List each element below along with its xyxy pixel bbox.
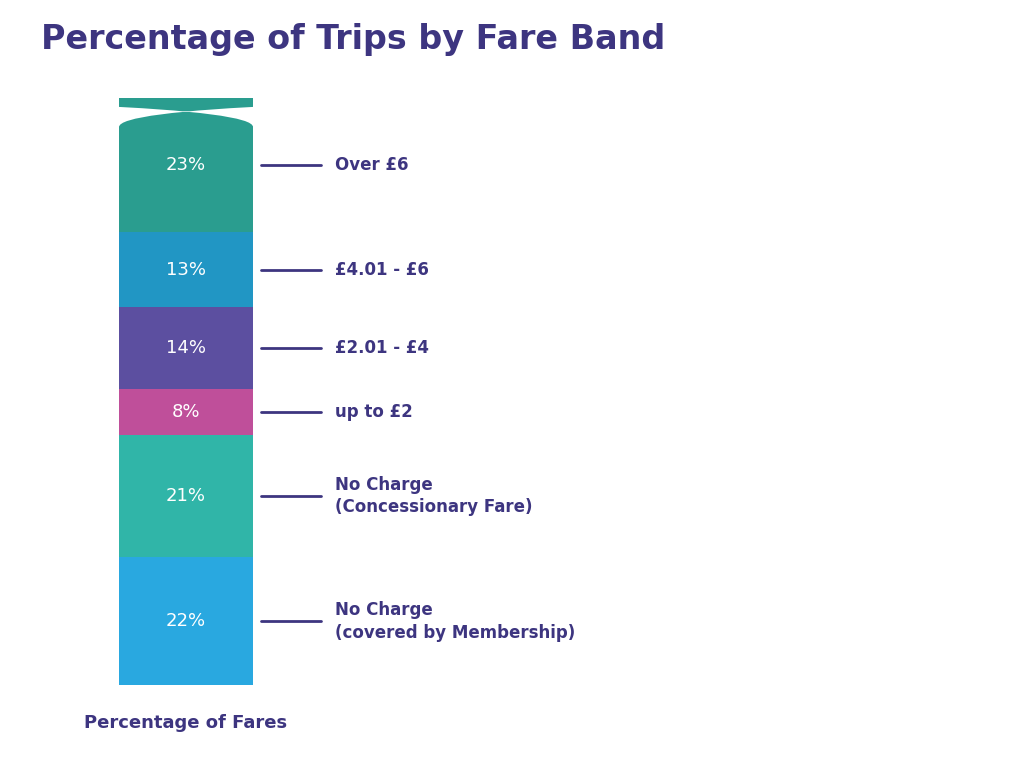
Text: £4.01 - £6: £4.01 - £6 — [335, 260, 429, 279]
Text: £2.01 - £4: £2.01 - £4 — [335, 339, 429, 357]
Bar — [119, 389, 253, 435]
Text: 21%: 21% — [166, 488, 206, 505]
Text: Percentage of Fares: Percentage of Fares — [84, 714, 288, 733]
Text: Over £6: Over £6 — [335, 156, 409, 174]
Bar — [119, 232, 253, 307]
Bar — [119, 558, 253, 685]
Bar — [119, 98, 253, 232]
Text: 14%: 14% — [166, 339, 206, 357]
Text: No Charge
(Concessionary Fare): No Charge (Concessionary Fare) — [335, 476, 532, 516]
Bar — [119, 435, 253, 558]
Bar — [119, 307, 253, 389]
Text: 22%: 22% — [166, 612, 206, 631]
Text: 23%: 23% — [166, 156, 206, 174]
Text: 8%: 8% — [172, 403, 201, 421]
Text: Percentage of Trips by Fare Band: Percentage of Trips by Fare Band — [41, 23, 666, 56]
Text: up to £2: up to £2 — [335, 403, 413, 421]
Text: No Charge
(covered by Membership): No Charge (covered by Membership) — [335, 601, 575, 641]
Text: 13%: 13% — [166, 260, 206, 279]
